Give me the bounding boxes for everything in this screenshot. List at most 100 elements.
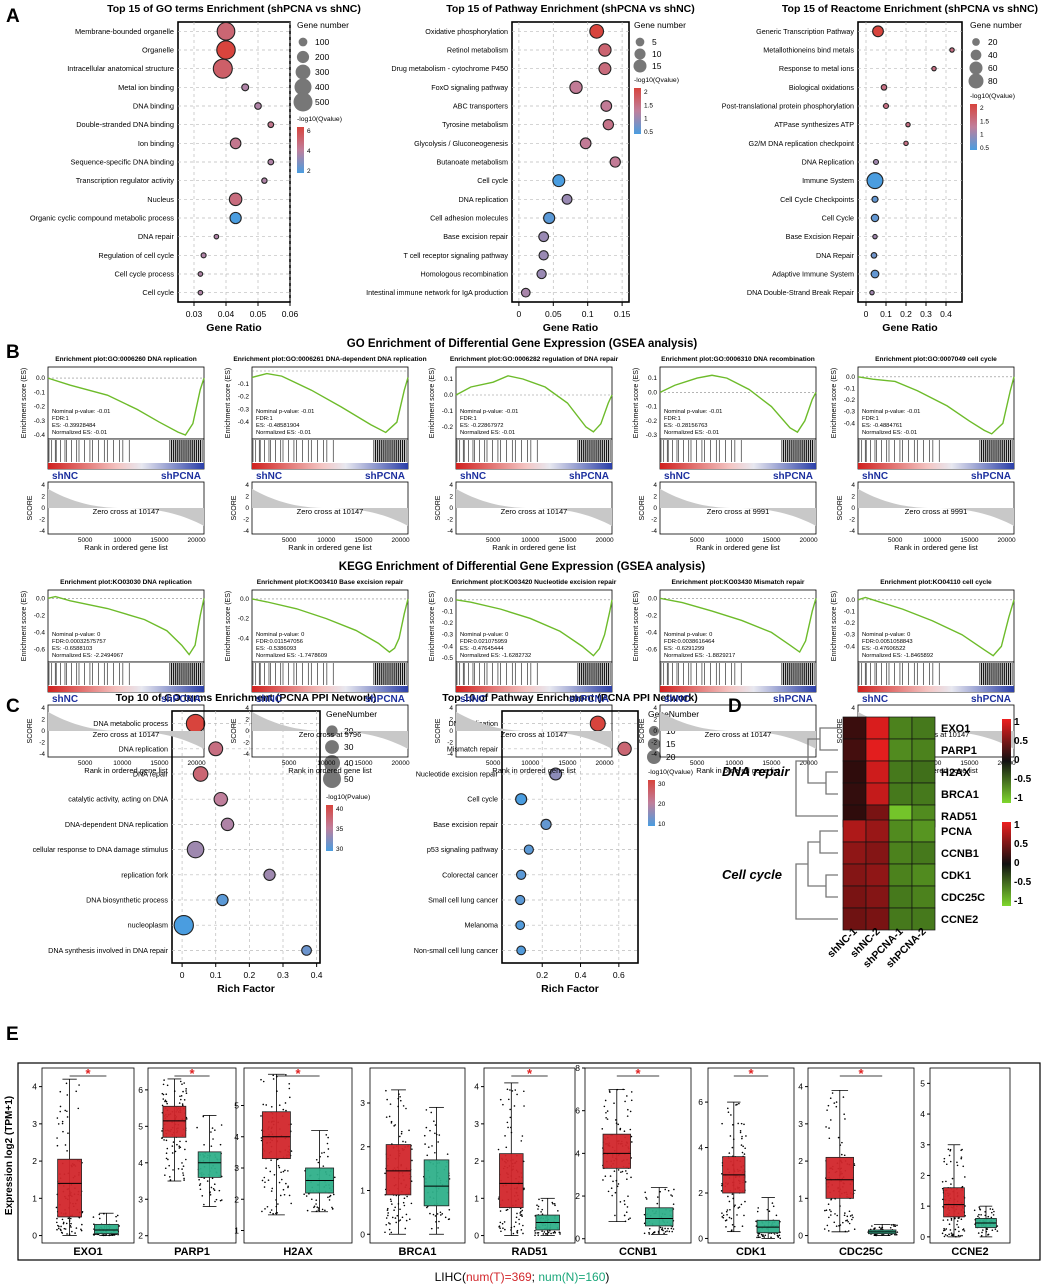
jitter-point (894, 1225, 897, 1227)
data-point (872, 158, 880, 166)
jitter-point (448, 1208, 451, 1211)
x-tick-label: 0.4 (575, 970, 587, 980)
score-tick-label: 4 (449, 482, 453, 489)
jitter-point (315, 1158, 318, 1161)
jitter-point (841, 1153, 843, 1156)
box (197, 1151, 222, 1178)
jitter-point (823, 1228, 826, 1230)
size-legend-dot (293, 92, 313, 112)
jitter-point (605, 1116, 607, 1119)
zero-cross-label: Zero cross at 10147 (93, 730, 160, 739)
jitter-point (617, 1123, 620, 1126)
term-label: G2/M DNA replication checkpoint (749, 139, 854, 148)
x-axis-label: Gene Ratio (206, 322, 261, 334)
jitter-point (404, 1141, 407, 1143)
jitter-point (279, 1194, 282, 1197)
y-tick-label: 2 (575, 1191, 580, 1201)
jitter-point (826, 1224, 829, 1227)
jitter-point (652, 1231, 655, 1234)
size-legend-label: 40 (344, 758, 354, 768)
colorbar-tick: 0.5 (1014, 839, 1028, 850)
score-tick-label: 2 (653, 716, 657, 723)
jitter-point (950, 1232, 953, 1234)
jitter-point (328, 1195, 331, 1198)
jitter-point (772, 1205, 775, 1208)
size-legend-dot (635, 37, 645, 47)
size-legend-dot (323, 754, 341, 772)
jitter-point (671, 1230, 674, 1233)
es-tick-label: -0.1 (442, 408, 454, 415)
jitter-point (728, 1152, 731, 1154)
group-label-left: shNC (52, 694, 78, 705)
data-point (213, 791, 229, 807)
size-legend-title: Gene number (634, 20, 686, 30)
jitter-point (825, 1209, 828, 1212)
footer-part: LIHC( (435, 1270, 466, 1284)
es-tick-label: -0.4 (844, 420, 856, 427)
size-legend-label: 300 (315, 67, 329, 77)
jitter-point (617, 1183, 620, 1185)
box (94, 1223, 119, 1235)
jitter-point (740, 1122, 743, 1125)
es-tick-label: 0.0 (36, 595, 45, 602)
jitter-point (177, 1168, 180, 1170)
data-point (173, 915, 194, 936)
rank-tick-label: 15000 (354, 760, 372, 767)
group-label-right: shPCNA (161, 471, 201, 482)
jitter-point (284, 1169, 286, 1172)
jitter-point (408, 1129, 410, 1132)
heatmap-cell (842, 738, 867, 762)
jitter-point (947, 1148, 950, 1151)
rank-tick-label: 10000 (725, 760, 743, 767)
jitter-point (211, 1177, 214, 1180)
jitter-point (405, 1107, 407, 1110)
jitter-point (745, 1135, 747, 1137)
heatmap-cell (911, 716, 936, 740)
jitter-point (55, 1206, 58, 1209)
term-label: Base Excision Repair (786, 232, 855, 241)
jitter-point (834, 1213, 836, 1215)
jitter-point (210, 1145, 213, 1147)
jitter-point (178, 1147, 181, 1149)
zero-cross-label: Zero cross at 9991 (905, 507, 968, 516)
jitter-point (81, 1223, 83, 1226)
jitter-point (388, 1222, 390, 1224)
jitter-point (185, 1118, 188, 1120)
zero-cross-label: Zero cross at 10147 (501, 730, 568, 739)
jitter-point (878, 1226, 881, 1229)
term-label: Regulation of cell cycle (98, 251, 174, 260)
term-label: DNA synthesis involved in DNA repair (48, 946, 168, 955)
jitter-point (502, 1227, 504, 1230)
jitter-point (499, 1227, 501, 1229)
gsea-stat: FDR:0.011547056 (256, 639, 303, 645)
jitter-point (554, 1231, 557, 1234)
y-tick-label: 4 (698, 1143, 703, 1153)
jitter-point (269, 1170, 272, 1173)
jitter-point (290, 1150, 293, 1152)
jitter-point (731, 1223, 734, 1226)
jitter-point (164, 1100, 166, 1103)
jitter-point (630, 1135, 633, 1138)
es-axis-label: Enrichment score (ES) (21, 591, 28, 661)
jitter-point (827, 1104, 830, 1107)
score-tick-label: 2 (245, 493, 249, 500)
gsea-title: Enrichment plot:KO03430 Mismatch repair (671, 579, 804, 586)
jitter-point (317, 1161, 320, 1164)
x-tick-label: 0.05 (250, 309, 267, 319)
jitter-point (429, 1212, 431, 1215)
jitter-point (66, 1150, 68, 1152)
jitter-point (305, 1195, 308, 1197)
jitter-point (425, 1109, 428, 1111)
y-tick-label: 4 (474, 1082, 479, 1092)
jitter-point (542, 1233, 545, 1235)
rank-tick-label: 5000 (78, 760, 93, 767)
score-area (858, 488, 1014, 526)
jitter-point (951, 1234, 954, 1237)
box (756, 1219, 780, 1234)
box (943, 1187, 965, 1218)
data-point (212, 58, 233, 79)
es-curve (251, 598, 409, 653)
jitter-point (614, 1214, 616, 1217)
jitter-point (203, 1203, 205, 1206)
jitter-point (656, 1202, 659, 1205)
